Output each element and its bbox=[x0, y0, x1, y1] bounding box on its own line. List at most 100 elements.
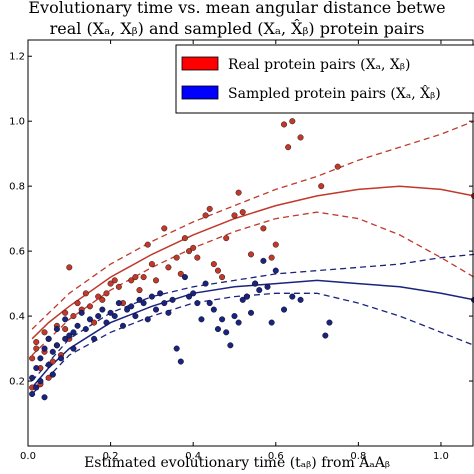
series-1-point-12 bbox=[53, 326, 60, 333]
series-1-point-8 bbox=[45, 361, 52, 368]
series-0-point-67 bbox=[334, 163, 341, 170]
series-1-point-14 bbox=[58, 355, 65, 362]
series-1-point-22 bbox=[82, 326, 89, 333]
series-1-point-45 bbox=[177, 358, 184, 365]
series-1-point-15 bbox=[62, 316, 69, 323]
series-1-point-50 bbox=[198, 316, 205, 323]
series-0-point-34 bbox=[136, 287, 143, 294]
x-tick-label-5: 1.0 bbox=[433, 451, 449, 462]
series-0-point-11 bbox=[49, 358, 56, 365]
series-0-point-43 bbox=[181, 235, 188, 242]
series-1-point-40 bbox=[157, 290, 164, 297]
series-1-point-66 bbox=[264, 283, 271, 290]
series-0-fit-line bbox=[31, 185, 474, 340]
series-0-point-28 bbox=[107, 280, 114, 287]
series-1-point-49 bbox=[194, 300, 201, 307]
series-1-point-34 bbox=[132, 313, 139, 320]
series-1-point-4 bbox=[37, 378, 44, 385]
series-0-point-59 bbox=[260, 225, 267, 232]
series-1-point-72 bbox=[322, 332, 329, 339]
series-1-point-54 bbox=[214, 326, 221, 333]
series-1-point-30 bbox=[115, 300, 122, 307]
series-0-point-23 bbox=[86, 303, 93, 310]
series-0-point-20 bbox=[74, 300, 81, 307]
legend-box bbox=[175, 44, 474, 114]
series-1-point-21 bbox=[78, 309, 85, 316]
series-1-point-17 bbox=[66, 332, 73, 339]
series-1-point-65 bbox=[260, 257, 267, 264]
series-1-point-46 bbox=[181, 274, 188, 281]
scatter-points bbox=[29, 118, 474, 401]
series-1-point-2 bbox=[33, 384, 40, 391]
series-0-point-8 bbox=[45, 374, 52, 381]
series-0-point-47 bbox=[202, 212, 209, 219]
series-1-point-53 bbox=[210, 306, 217, 313]
series-0-point-65 bbox=[297, 134, 304, 141]
series-0-point-60 bbox=[268, 254, 275, 261]
series-1-point-28 bbox=[107, 309, 114, 316]
chart-title-line-1: Evolutionary time vs. mean angular dista… bbox=[28, 0, 446, 17]
series-1-point-0 bbox=[29, 391, 36, 398]
legend-swatch-0 bbox=[181, 56, 219, 71]
y-tick-label-3: 0.8 bbox=[9, 182, 25, 193]
series-1-point-64 bbox=[256, 287, 263, 294]
y-tick-label-2: 0.6 bbox=[9, 247, 25, 258]
chart-title-line-2: real (Xₐ, Xᵦ) and sampled (Xₐ, X̂ᵦ) prot… bbox=[49, 19, 425, 38]
series-1-point-73 bbox=[326, 319, 333, 326]
series-0-point-22 bbox=[82, 290, 89, 297]
series-0-point-41 bbox=[173, 254, 180, 261]
series-0-point-35 bbox=[140, 274, 147, 281]
series-0-point-38 bbox=[153, 277, 160, 284]
series-0-point-62 bbox=[281, 121, 288, 128]
series-0-point-61 bbox=[272, 241, 279, 248]
series-0-point-15 bbox=[62, 309, 69, 316]
legend-label-1: Sampled protein pairs (Xₐ, X̂ᵦ) bbox=[228, 84, 441, 102]
x-tick-label-3: 0.6 bbox=[268, 451, 284, 462]
series-1-point-42 bbox=[165, 309, 172, 316]
x-tick-label-2: 0.4 bbox=[185, 451, 201, 462]
series-1-point-32 bbox=[124, 306, 131, 313]
series-1-point-68 bbox=[272, 267, 279, 274]
series-0-point-39 bbox=[161, 225, 168, 232]
legend-label-0: Real protein pairs (Xₐ, Xᵦ) bbox=[228, 57, 410, 73]
series-0-point-17 bbox=[66, 264, 73, 271]
series-1-point-24 bbox=[91, 335, 98, 342]
series-1-point-38 bbox=[148, 293, 155, 300]
series-1-point-11 bbox=[49, 348, 56, 355]
series-1-point-67 bbox=[268, 319, 275, 326]
x-tick-label-4: 0.8 bbox=[350, 451, 366, 462]
series-1-point-13 bbox=[53, 342, 60, 349]
series-1-point-51 bbox=[202, 280, 209, 287]
series-1-point-69 bbox=[281, 306, 288, 313]
series-0-point-57 bbox=[247, 251, 254, 258]
series-0-point-2 bbox=[33, 345, 40, 352]
series-1-point-3 bbox=[33, 365, 40, 372]
x-tick-label-0: 0.0 bbox=[20, 451, 36, 462]
fit-curves bbox=[31, 120, 474, 395]
series-0-point-49 bbox=[210, 261, 217, 268]
plot-frame bbox=[27, 39, 474, 447]
series-0-point-33 bbox=[132, 274, 139, 281]
series-1-point-39 bbox=[153, 306, 160, 313]
series-1-point-31 bbox=[119, 322, 126, 329]
series-1-point-9 bbox=[45, 335, 52, 342]
series-1-point-63 bbox=[252, 280, 259, 287]
series-0-point-7 bbox=[41, 329, 48, 336]
series-1-point-71 bbox=[297, 296, 304, 303]
series-0-upper-bound-line bbox=[31, 120, 474, 330]
series-0-point-29 bbox=[111, 277, 118, 284]
series-1-point-10 bbox=[49, 371, 56, 378]
legend-swatch-1 bbox=[181, 85, 219, 100]
series-0-point-19 bbox=[70, 313, 77, 320]
series-1-point-58 bbox=[231, 313, 238, 320]
series-0-point-40 bbox=[165, 264, 172, 271]
series-0-point-26 bbox=[99, 296, 106, 303]
series-0-point-3 bbox=[33, 339, 40, 346]
series-0-point-25 bbox=[95, 293, 102, 300]
series-1-point-47 bbox=[186, 293, 193, 300]
y-tick-label-4: 1.0 bbox=[9, 117, 25, 128]
series-0-point-24 bbox=[91, 319, 98, 326]
series-1-point-20 bbox=[74, 322, 81, 329]
series-1-point-18 bbox=[70, 345, 77, 352]
series-1-point-60 bbox=[239, 296, 246, 303]
